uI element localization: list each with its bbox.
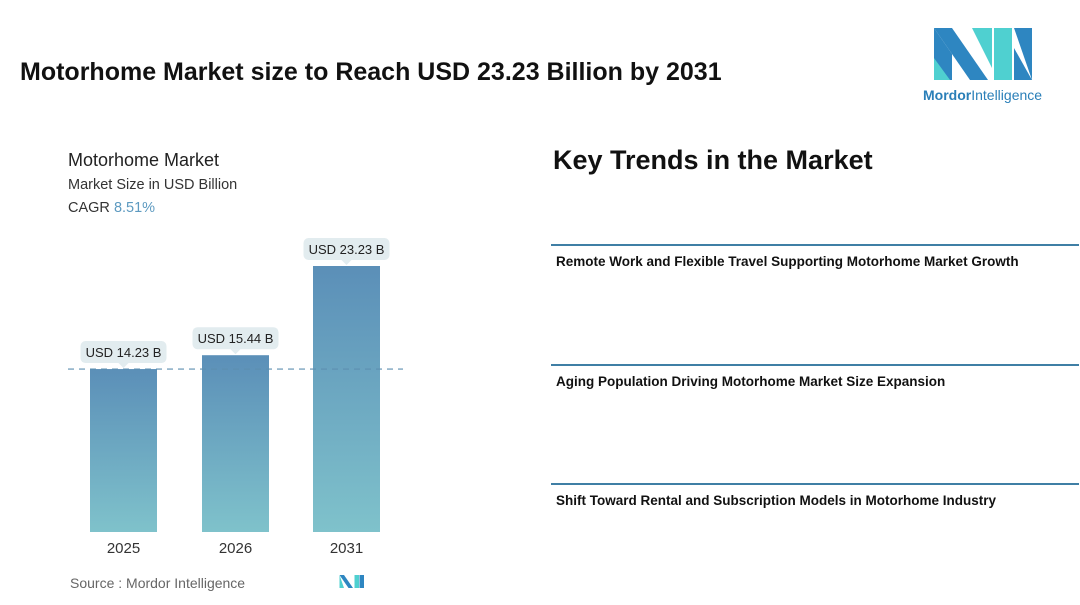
bar-2026 bbox=[202, 355, 269, 532]
source-text: Source : Mordor Intelligence bbox=[70, 575, 246, 591]
data-label: USD 15.44 B bbox=[198, 331, 274, 346]
data-label-bg bbox=[192, 327, 279, 350]
data-label: USD 23.23 B bbox=[309, 242, 385, 257]
data-label: USD 14.23 B bbox=[86, 345, 162, 360]
cagr: CAGR 8.51% bbox=[68, 200, 156, 216]
data-label-pointer bbox=[230, 349, 241, 355]
trend-item: Remote Work and Flexible Travel Supporti… bbox=[551, 244, 1079, 269]
trend-item: Aging Population Driving Motorhome Marke… bbox=[551, 364, 1079, 389]
bar-chart: USD 14.23 B 2025 USD 15.44 B 2026 USD 23.23 … bbox=[68, 238, 403, 557]
key-trends-heading: Key Trends in the Market bbox=[553, 145, 873, 175]
x-tick-label: 2025 bbox=[107, 540, 140, 557]
bar-2025 bbox=[90, 369, 157, 532]
trend-item: Shift Toward Rental and Subscription Mod… bbox=[551, 483, 1079, 508]
cagr-value: 8.51% bbox=[113, 200, 156, 216]
data-label-pointer bbox=[118, 363, 129, 369]
data-label-bg bbox=[80, 341, 167, 364]
mordor-logo-icon bbox=[934, 28, 1032, 80]
logo-text: MordorIntelligence bbox=[923, 87, 1043, 103]
x-tick-label: 2026 bbox=[219, 540, 252, 557]
data-label-bg bbox=[303, 238, 390, 260]
mordor-small-logo-icon bbox=[339, 575, 364, 588]
page-title: Motorhome Market size to Reach USD 23.23… bbox=[20, 58, 722, 86]
data-label-pointer bbox=[341, 260, 352, 265]
chart-title: Motorhome Market bbox=[68, 150, 220, 170]
chart-subtitle: Market Size in USD Billion bbox=[68, 177, 238, 193]
x-tick-label: 2031 bbox=[330, 540, 363, 557]
bar-2031 bbox=[313, 266, 380, 532]
